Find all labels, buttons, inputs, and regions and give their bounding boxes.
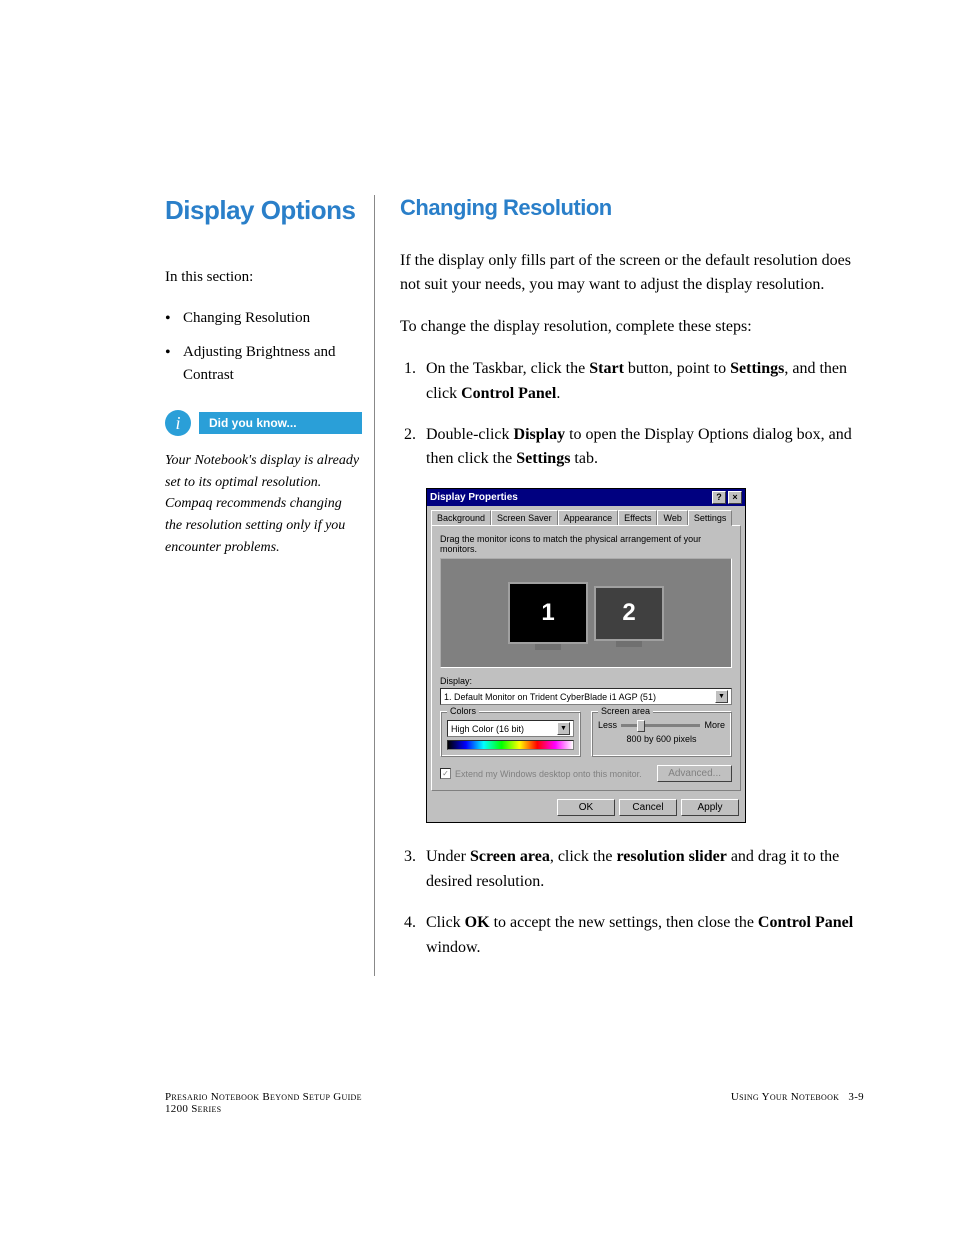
screen-area-group-title: Screen area (598, 706, 653, 716)
step-item: On the Taskbar, click the Start button, … (420, 357, 864, 407)
monitor-stand-icon (535, 644, 561, 650)
footer-guide-name: Presario Notebook Beyond Setup Guide (165, 1091, 362, 1103)
monitor-1-icon[interactable]: 1 (508, 582, 588, 644)
close-button[interactable]: × (728, 491, 742, 504)
settings-panel: Drag the monitor icons to match the phys… (431, 525, 741, 791)
page-number: 3-9 (848, 1091, 864, 1103)
dialog-button-row: OK Cancel Apply (427, 795, 745, 822)
apply-button[interactable]: Apply (681, 799, 739, 816)
color-preview-bar (447, 740, 574, 750)
display-label: Display: (440, 676, 732, 686)
paragraph: To change the display resolution, comple… (400, 315, 864, 339)
display-value: 1. Default Monitor on Trident CyberBlade… (444, 692, 656, 702)
callout-label: Did you know... (199, 412, 362, 434)
tab-background[interactable]: Background (431, 510, 491, 525)
dropdown-arrow-icon[interactable]: ▼ (557, 722, 570, 735)
steps-list-continued: Under Screen area, click the resolution … (400, 845, 864, 960)
subsection-title: Changing Resolution (400, 195, 864, 221)
step-item: Under Screen area, click the resolution … (420, 845, 864, 895)
cancel-button[interactable]: Cancel (619, 799, 677, 816)
extend-checkbox[interactable]: ✓ (440, 768, 451, 779)
step-item: Click OK to accept the new settings, the… (420, 911, 864, 961)
paragraph: If the display only fills part of the sc… (400, 249, 864, 297)
section-list: Changing Resolution Adjusting Brightness… (165, 307, 362, 387)
less-label: Less (598, 720, 617, 730)
steps-list: On the Taskbar, click the Start button, … (400, 357, 864, 472)
page-content: Display Options In this section: Changin… (0, 0, 954, 976)
display-dropdown[interactable]: 1. Default Monitor on Trident CyberBlade… (440, 688, 732, 705)
tab-web[interactable]: Web (657, 510, 687, 525)
tip-text: Your Notebook's display is already set t… (165, 450, 362, 558)
footer-right: Using Your Notebook 3-9 (731, 1091, 864, 1115)
list-item: Adjusting Brightness and Contrast (183, 341, 362, 386)
display-properties-dialog: Display Properties ? × Background Screen… (426, 488, 746, 823)
footer-series: 1200 Series (165, 1103, 362, 1115)
dropdown-arrow-icon[interactable]: ▼ (715, 690, 728, 703)
intro-text: In this section: (165, 266, 362, 289)
drag-hint: Drag the monitor icons to match the phys… (440, 534, 732, 554)
monitor-2-icon[interactable]: 2 (594, 586, 664, 641)
colors-group-title: Colors (447, 706, 479, 716)
footer-left: Presario Notebook Beyond Setup Guide 120… (165, 1091, 362, 1115)
dialog-title: Display Properties (430, 492, 710, 503)
resolution-slider[interactable] (621, 724, 700, 727)
screen-area-group: Screen area Less More 800 by 600 pixels (591, 711, 732, 757)
tab-appearance[interactable]: Appearance (558, 510, 619, 525)
tab-settings[interactable]: Settings (688, 510, 733, 526)
monitor-stand-icon (616, 641, 642, 647)
tab-strip: Background Screen Saver Appearance Effec… (427, 506, 745, 525)
footer-section-name: Using Your Notebook (731, 1091, 839, 1103)
resolution-text: 800 by 600 pixels (598, 734, 725, 744)
tab-screensaver[interactable]: Screen Saver (491, 510, 558, 525)
help-button[interactable]: ? (712, 491, 726, 504)
monitor-arrangement[interactable]: 1 2 (440, 558, 732, 668)
colors-value: High Color (16 bit) (451, 724, 524, 734)
colors-dropdown[interactable]: High Color (16 bit) ▼ (447, 720, 574, 737)
slider-thumb-icon[interactable] (637, 720, 645, 732)
advanced-button[interactable]: Advanced... (657, 765, 732, 782)
dialog-titlebar[interactable]: Display Properties ? × (427, 489, 745, 506)
left-column: Display Options In this section: Changin… (165, 195, 375, 976)
list-item: Changing Resolution (183, 307, 362, 330)
section-title: Display Options (165, 195, 362, 226)
colors-group: Colors High Color (16 bit) ▼ (440, 711, 581, 757)
step-item: Double-click Display to open the Display… (420, 423, 864, 473)
extend-desktop-row: ✓ Extend my Windows desktop onto this mo… (440, 765, 732, 782)
settings-row: Colors High Color (16 bit) ▼ Screen area… (440, 711, 732, 757)
ok-button[interactable]: OK (557, 799, 615, 816)
resolution-slider-row: Less More (598, 720, 725, 730)
tab-effects[interactable]: Effects (618, 510, 657, 525)
more-label: More (704, 720, 725, 730)
did-you-know-callout: i Did you know... (165, 410, 362, 436)
extend-label: Extend my Windows desktop onto this moni… (455, 769, 653, 779)
info-icon: i (165, 410, 191, 436)
page-footer: Presario Notebook Beyond Setup Guide 120… (165, 1091, 864, 1115)
right-column: Changing Resolution If the display only … (400, 195, 864, 976)
